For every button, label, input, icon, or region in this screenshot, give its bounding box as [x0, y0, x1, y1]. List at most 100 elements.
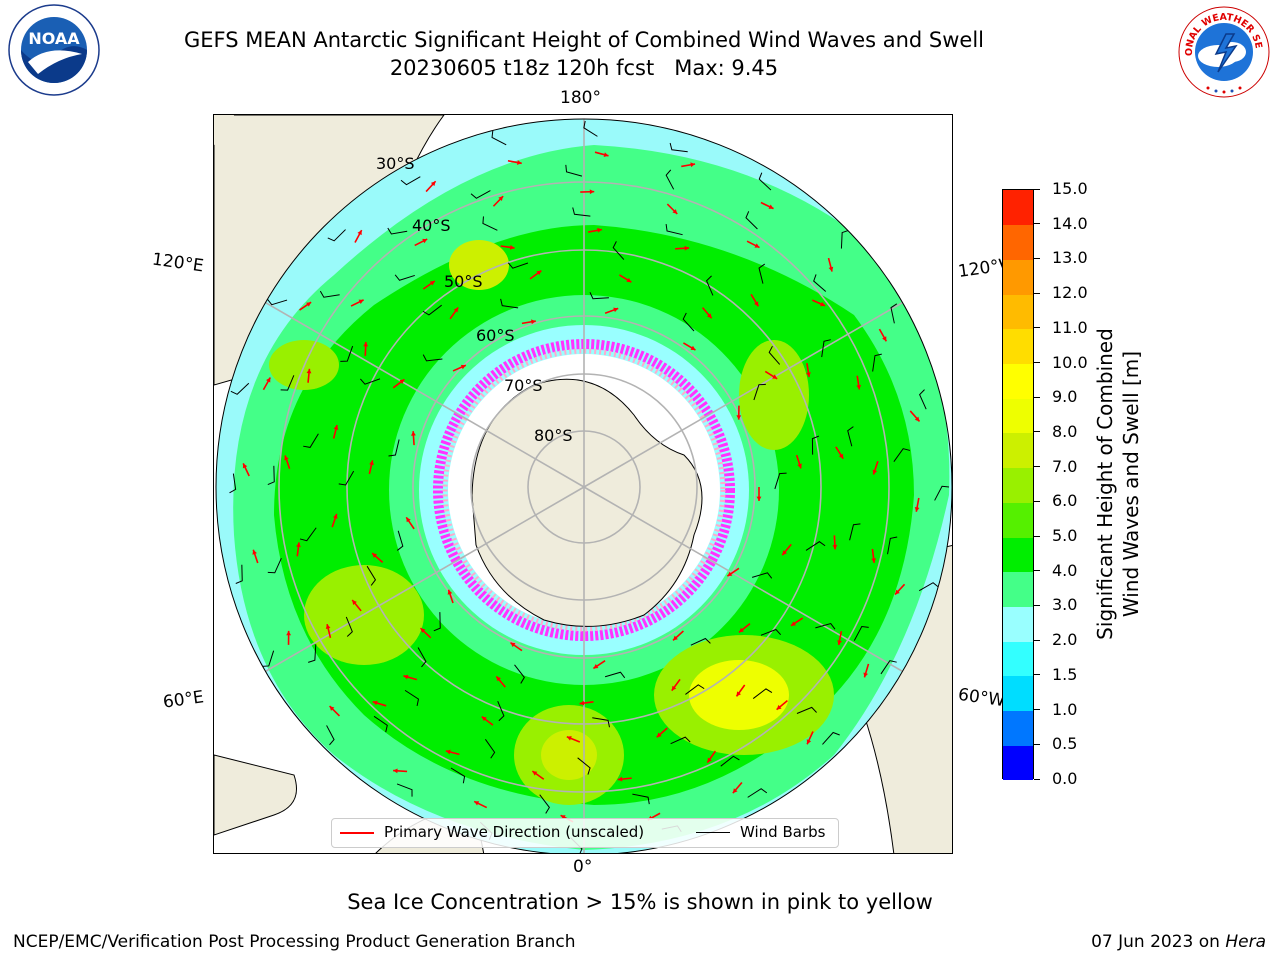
wave-arrow-head — [363, 341, 369, 347]
wave-arrow-head — [895, 589, 900, 595]
wave-arrow-head — [617, 776, 623, 782]
latitude-label-60s: 60°S — [476, 326, 515, 345]
wind-barb — [565, 164, 583, 177]
wind-barb — [934, 485, 950, 501]
colorbar-segment — [1003, 328, 1033, 365]
colorbar-tick-label: 11.0 — [1052, 317, 1088, 337]
wave-arrow-head — [727, 571, 733, 577]
wave-arrow-head — [481, 716, 487, 722]
wave-arrow-head — [333, 425, 339, 430]
footer-system: Hera — [1225, 932, 1266, 952]
wind-barb — [572, 207, 591, 217]
wind-barb — [308, 644, 317, 663]
wave-arrow-head — [325, 624, 331, 629]
wind-barb — [261, 650, 275, 667]
wind-barb — [366, 565, 377, 586]
wave-arrow-head — [690, 345, 696, 351]
land-nz — [214, 115, 234, 145]
wave-arrow-head — [358, 299, 364, 304]
wave-arrow-head — [806, 372, 811, 377]
legend-swatch-red-line — [340, 831, 374, 834]
wave-arrow-head — [411, 431, 416, 436]
wave-arrow-head — [776, 704, 782, 710]
wind-barb — [235, 564, 243, 584]
wave-arrow-head — [284, 455, 289, 461]
legend-item-wave-direction: Primary Wave Direction (unscaled) — [340, 823, 644, 841]
longitude-label-180: 180° — [560, 88, 601, 108]
wind-barb — [394, 274, 415, 281]
wave-arrow-head — [882, 336, 887, 342]
wave-arrow-head — [242, 463, 248, 469]
wind-barb — [665, 223, 683, 236]
colorbar-tick-label: 14.0 — [1052, 213, 1088, 233]
wave-arrow-head — [768, 204, 774, 209]
wave-arrow-head — [566, 736, 572, 741]
wave-arrow-head — [422, 238, 428, 244]
wave-arrow-head — [736, 691, 742, 697]
wind-barb — [577, 757, 591, 775]
wave-arrow-head — [772, 374, 778, 379]
wave-arrow-head — [372, 700, 378, 706]
wind-barb — [720, 755, 740, 767]
wave-arrow-head — [531, 319, 536, 325]
wave-arrow-head — [603, 152, 609, 157]
colorbar-tick — [1034, 188, 1040, 190]
wave-arrow-head — [286, 630, 292, 636]
wind-barb — [705, 275, 714, 296]
wave-arrow-head — [871, 558, 877, 563]
wave-arrow-head — [266, 377, 271, 383]
wind-barb — [267, 465, 275, 485]
wave-arrow-head — [756, 496, 762, 501]
colorbar-segment — [1003, 745, 1033, 781]
wave-arrow-head — [429, 281, 435, 286]
wave-arrow-head — [306, 302, 312, 307]
wind-barb — [583, 120, 598, 137]
sea-ice-caption: Sea Ice Concentration > 15% is shown in … — [347, 890, 933, 914]
colorbar-tick — [1034, 535, 1040, 537]
wave-arrow-head — [832, 544, 838, 550]
colorbar-title-line1: Significant Height of Combined — [1093, 328, 1117, 640]
wave-arrow-head — [453, 307, 459, 313]
longitude-label-60w: 60°W — [956, 684, 1007, 712]
wind-barb — [811, 435, 820, 455]
wind-barb — [758, 172, 772, 191]
wave-arrow-head — [613, 307, 619, 313]
wave-arrow-head — [656, 732, 662, 738]
wave-direction-arrows — [242, 151, 921, 823]
wave-arrow-head — [828, 266, 834, 272]
colorbar-tick — [1034, 674, 1040, 676]
wind-barb — [813, 274, 827, 292]
latitude-label-50s: 50°S — [444, 272, 483, 291]
colorbar-segment — [1003, 224, 1033, 260]
nws-logo: NATIONAL WEATHER SERVICE — [1178, 6, 1270, 98]
wind-barb — [752, 688, 773, 699]
legend-label-wave-direction: Primary Wave Direction (unscaled) — [384, 823, 645, 841]
wave-arrow-head — [252, 549, 257, 555]
colorbar-segment — [1003, 571, 1033, 607]
colorbar-tick-label: 13.0 — [1052, 248, 1088, 268]
sea-ice-rim-2 — [442, 348, 726, 632]
wave-arrow-head — [357, 230, 362, 236]
colorbar-tick-label: 4.0 — [1052, 560, 1078, 580]
wind-barb — [400, 176, 421, 186]
wave-arrow-head — [593, 664, 599, 669]
footer-credit: NCEP/EMC/Verification Post Processing Pr… — [13, 932, 576, 952]
wave-arrow-head — [460, 364, 466, 370]
wave-arrow-head — [447, 589, 453, 595]
wind-barb — [396, 530, 404, 551]
wind-barb — [887, 536, 898, 555]
wave-arrow-head — [914, 416, 920, 422]
wind-barb — [422, 304, 442, 316]
wave-arrow-head — [597, 227, 602, 233]
chart-subtitle: 20230605 t18z 120h fcst Max: 9.45 — [389, 56, 779, 80]
colorbar-tick-label: 5.0 — [1052, 526, 1078, 546]
wind-barb — [753, 383, 766, 401]
wind-barb — [774, 472, 787, 490]
wave-arrow-head — [872, 469, 878, 475]
colorbar-tick — [1034, 570, 1040, 572]
longitude-label-0: 0° — [573, 857, 593, 877]
wave-arrow-head — [856, 384, 862, 390]
wind-barb — [433, 612, 441, 632]
legend-item-wind-barbs: Wind Barbs — [696, 823, 825, 841]
colorbar-segment — [1003, 432, 1033, 469]
